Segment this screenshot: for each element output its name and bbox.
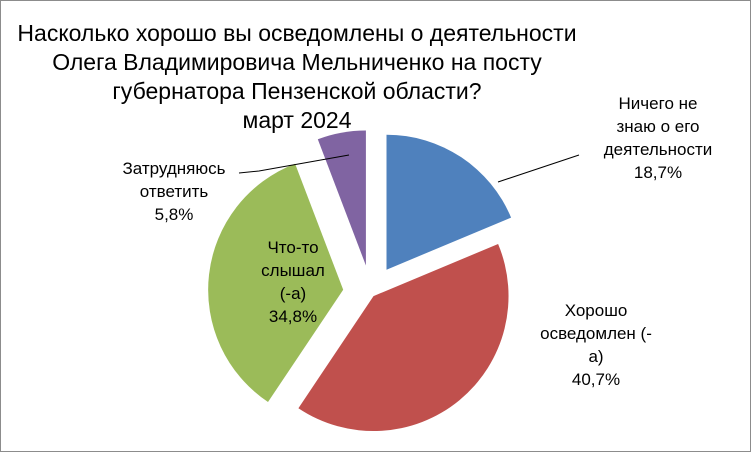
value-know-nothing: 18,7% [633,163,683,182]
title-line-2: Олега Владимировича Мельниченко на посту [52,49,542,75]
label-unsure: Затрудняюсь ответить 5,8% [109,157,239,226]
label-well-informed-line-3: а) [588,347,604,366]
value-heard-something: 34,8% [268,307,318,326]
label-know-nothing: Ничего не знаю о его деятельности 18,7% [593,92,723,184]
label-heard-something-line-3: (-а) [279,284,307,303]
label-well-informed: Хорошо осведомлен (- а) 40,7% [521,299,671,391]
label-well-informed-line-1: Хорошо [564,301,628,320]
slice-unsure [317,130,366,266]
chart-title: Насколько хорошо вы осведомлены о деятел… [1,19,593,135]
slice-heard-something [208,163,344,402]
slice-know-nothing [386,134,512,270]
label-unsure-line-2: ответить [139,182,209,201]
label-heard-something-line-1: Что-то [267,238,319,257]
pie-slices [208,130,512,432]
label-unsure-line-1: Затрудняюсь [122,159,226,178]
label-well-informed-line-2: осведомлен (- [540,324,652,343]
leader-line-know-nothing [497,154,580,183]
label-heard-something: Что-то слышал (-а) 34,8% [245,236,341,328]
leader-line-unsure [238,154,350,174]
label-heard-something-line-2: слышал [261,261,325,280]
value-well-informed: 40,7% [571,370,621,389]
label-know-nothing-line-1: Ничего не [618,94,698,113]
label-know-nothing-line-3: деятельности [603,140,713,159]
title-line-3: губернатора Пензенской области? [112,78,482,104]
slice-well-informed [298,244,509,432]
title-line-4: март 2024 [242,107,352,133]
value-unsure: 5,8% [154,205,194,224]
label-know-nothing-line-2: знаю о его [616,117,700,136]
title-line-1: Насколько хорошо вы осведомлены о деятел… [17,20,577,46]
